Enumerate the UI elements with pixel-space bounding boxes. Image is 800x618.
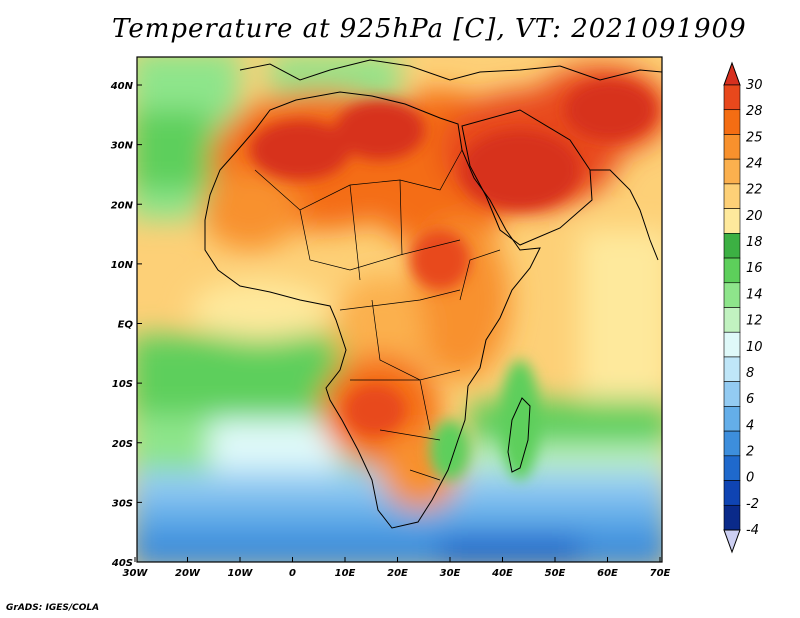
- lat-label: EQ: [118, 320, 134, 331]
- colorbar-label: 28: [746, 104, 763, 119]
- colorbar-swatch: [723, 183, 741, 209]
- colorbar-label: 18: [746, 235, 763, 250]
- colorbar-swatch: [723, 84, 741, 111]
- colorbar-bottom-arrow: [723, 529, 741, 554]
- temperature-field: [137, 57, 662, 562]
- colorbar-label: 30: [746, 78, 763, 93]
- coastlines: [204, 59, 662, 529]
- colorbar-label: -2: [746, 497, 759, 512]
- colorbar-label: -4: [746, 523, 759, 538]
- lon-label: 60E: [597, 568, 618, 579]
- colorbar-swatch: [723, 480, 741, 506]
- colorbar-swatch: [723, 406, 741, 432]
- colorbar-top-arrow: [723, 61, 741, 86]
- colorbar-label: 14: [746, 287, 763, 302]
- lon-label: 40E: [491, 568, 513, 579]
- lon-label: 50E: [545, 568, 566, 579]
- country-borders: [254, 149, 501, 481]
- colorbar-swatch: [723, 233, 741, 259]
- colorbar-swatch: [723, 331, 741, 358]
- colorbar-swatch: [723, 257, 741, 284]
- colorbar-label: 6: [746, 392, 754, 407]
- colorbar-label: 24: [746, 157, 763, 172]
- lon-label: 20W: [175, 568, 201, 579]
- colorbar-swatch: [723, 134, 741, 160]
- colorbar-swatch: [723, 356, 741, 382]
- europe-coastline: [239, 59, 561, 81]
- colorbar-label: 2: [746, 444, 754, 459]
- colorbar-swatch: [723, 504, 741, 531]
- colorbar-swatch: [723, 455, 741, 481]
- madagascar-coastline: [507, 397, 531, 473]
- colorbar-swatch: [723, 307, 741, 333]
- colorbar-swatch: [723, 430, 741, 457]
- colorbar-swatch: [723, 109, 741, 135]
- lon-label: 10E: [335, 568, 356, 579]
- lon-label: 30E: [440, 568, 461, 579]
- colorbar-label: 0: [746, 471, 754, 486]
- lat-label: 30S: [112, 498, 133, 509]
- lon-label: 30W: [123, 568, 149, 579]
- colorbar-label: 10: [746, 340, 763, 355]
- axis-labels: 30W 20W 10W 0 10E 20E 30E 40E 50E 60E 70E 40N 30N 20N…: [110, 81, 671, 579]
- lon-label: 10W: [228, 568, 254, 579]
- lon-label: 70E: [650, 568, 671, 579]
- map-title: Temperature at 925hPa [C], VT: 202109190…: [112, 14, 747, 44]
- colorbar-label: 25: [746, 130, 763, 145]
- arabia-coastline: [461, 109, 593, 246]
- colorbar-swatch: [723, 381, 741, 407]
- colorbar-label: 12: [746, 314, 763, 329]
- asia-coastline: [559, 65, 662, 261]
- colorbar-label: 4: [746, 418, 754, 433]
- lat-label: 10S: [112, 379, 133, 390]
- lat-label: 10N: [111, 260, 134, 271]
- colorbar-label: 22: [746, 183, 763, 198]
- lat-label: 40N: [110, 81, 134, 92]
- lat-label: 40S: [111, 558, 133, 569]
- lon-label: 0: [289, 568, 296, 579]
- colorbar-swatch: [723, 282, 741, 308]
- lon-label: 20E: [387, 568, 408, 579]
- colorbar-label: 8: [746, 366, 754, 381]
- colorbar-swatch: [723, 158, 741, 185]
- axis-ticks: [134, 84, 661, 563]
- map-frame: [136, 56, 663, 563]
- colorbar-label: 20: [746, 209, 763, 224]
- lat-label: 20N: [111, 200, 134, 211]
- lat-label: 20S: [112, 439, 133, 450]
- colorbar-swatch: [723, 208, 741, 234]
- lat-label: 30N: [111, 141, 134, 152]
- colorbar-label: 16: [746, 261, 763, 276]
- grads-credit: GrADS: IGES/COLA: [6, 603, 100, 613]
